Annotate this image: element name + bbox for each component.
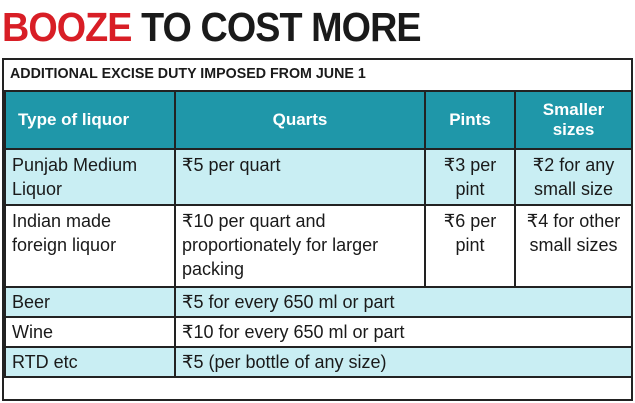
- table-row: Beer ₹5 for every 650 ml or part: [4, 286, 633, 318]
- cell-quarts: ₹10 per quart and proportionately for la…: [174, 204, 426, 288]
- headline: BOOZE TO COST MORE: [2, 4, 422, 50]
- cell-all-sizes: ₹5 for every 650 ml or part: [174, 286, 633, 318]
- table-row: RTD etc ₹5 (per bottle of any size): [4, 346, 633, 378]
- cell-smaller: ₹4 for other small sizes: [514, 204, 633, 288]
- header-pints: Pints: [424, 90, 516, 150]
- header-quarts: Quarts: [174, 90, 426, 150]
- table-header-row: Type of liquor Quarts Pints Smaller size…: [4, 90, 633, 150]
- cell-type: Indian made foreign liquor: [4, 204, 176, 288]
- header-smaller-sizes: Smaller sizes: [514, 90, 633, 150]
- cell-type: Punjab Medium Liquor: [4, 148, 176, 206]
- cell-type: Beer: [4, 286, 176, 318]
- headline-rest: TO COST MORE: [141, 4, 421, 50]
- excise-duty-table: Type of liquor Quarts Pints Smaller size…: [4, 90, 633, 378]
- cell-quarts: ₹5 per quart: [174, 148, 426, 206]
- table-row: Indian made foreign liquor ₹10 per quart…: [4, 204, 633, 288]
- table-row: Wine ₹10 for every 650 ml or part: [4, 316, 633, 348]
- subtitle: ADDITIONAL EXCISE DUTY IMPOSED FROM JUNE…: [10, 65, 366, 82]
- cell-pints: ₹3 per pint: [424, 148, 516, 206]
- cell-smaller: ₹2 for any small size: [514, 148, 633, 206]
- cell-pints: ₹6 per pint: [424, 204, 516, 288]
- cell-type: Wine: [4, 316, 176, 348]
- table-row: Punjab Medium Liquor ₹5 per quart ₹3 per…: [4, 148, 633, 206]
- cell-all-sizes: ₹5 (per bottle of any size): [174, 346, 633, 378]
- cell-type: RTD etc: [4, 346, 176, 378]
- infographic-box: ADDITIONAL EXCISE DUTY IMPOSED FROM JUNE…: [2, 58, 633, 401]
- headline-booze: BOOZE: [2, 4, 132, 50]
- cell-all-sizes: ₹10 for every 650 ml or part: [174, 316, 633, 348]
- header-type-of-liquor: Type of liquor: [4, 90, 176, 150]
